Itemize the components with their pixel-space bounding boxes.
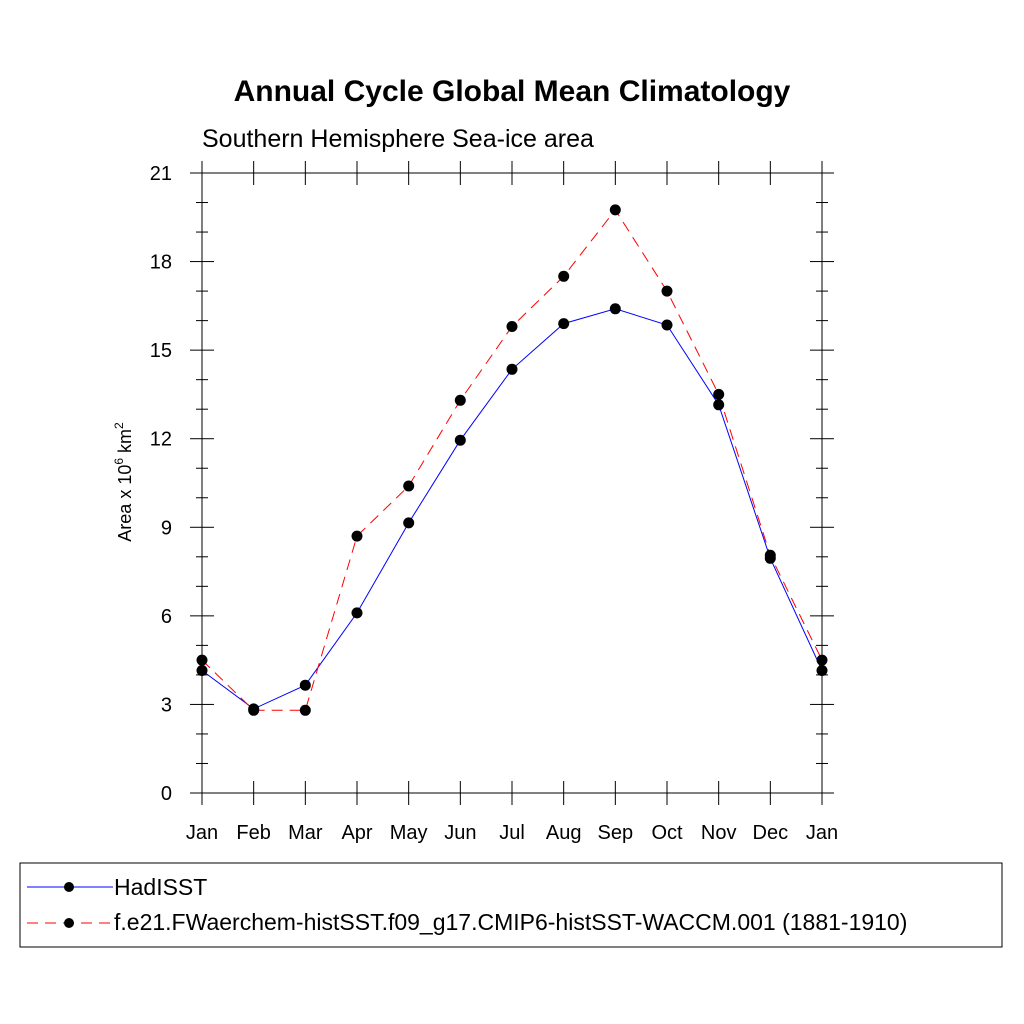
y-tick-label: 9 [161, 517, 172, 539]
x-tick-label: Jan [186, 822, 218, 844]
chart-title: Annual Cycle Global Mean Climatology [234, 75, 791, 108]
chart-subtitle: Southern Hemisphere Sea-ice area [202, 125, 594, 153]
x-tick-label: Jul [499, 822, 525, 844]
data-point-1 [299, 704, 311, 716]
data-point-1 [403, 480, 415, 492]
data-point-1 [661, 285, 673, 297]
data-point-1 [764, 549, 776, 561]
data-point-1 [506, 321, 518, 332]
legend-label-hadisst: HadISST [114, 874, 207, 900]
data-point-1 [454, 394, 466, 406]
data-point-1 [609, 204, 621, 216]
x-tick-label: Sep [598, 822, 634, 844]
legend-marker-hadisst [64, 882, 74, 892]
x-tick-label: Oct [651, 822, 683, 844]
data-point-0 [661, 319, 673, 331]
data-point-0 [299, 679, 311, 691]
axis-ticks [190, 161, 834, 805]
series-line-1 [201, 209, 823, 711]
data-point-0 [454, 434, 466, 446]
data-point-0 [609, 303, 621, 315]
y-tick-label: 21 [150, 163, 172, 185]
data-point-0 [506, 363, 518, 375]
data-point-1 [248, 704, 260, 716]
x-tick-label: Jun [444, 822, 476, 844]
y-axis-label-base: Area x 10 [115, 465, 135, 542]
legend-marker-model [64, 918, 74, 928]
y-axis-label: Area x 106 km2 [112, 422, 135, 542]
y-tick-label: 0 [161, 783, 172, 805]
data-point-1 [558, 270, 570, 282]
legend-label-model: f.e21.FWaerchem-histSST.f09_g17.CMIP6-hi… [114, 909, 907, 935]
data-point-0 [403, 517, 415, 529]
y-tick-label: 3 [161, 694, 172, 716]
data-point-0 [351, 607, 363, 619]
x-tick-label: May [390, 822, 428, 844]
data-point-1 [351, 530, 363, 542]
plot-frame [201, 172, 823, 794]
x-tick-label: Jan [806, 822, 838, 844]
legend: HadISST f.e21.FWaerchem-histSST.f09_g17.… [19, 862, 1003, 948]
data-point-0 [558, 318, 570, 330]
y-tick-label: 12 [150, 429, 172, 451]
x-tick-label: Feb [236, 822, 270, 844]
data-point-1 [713, 388, 725, 400]
plot-series [196, 204, 828, 716]
x-tick-label: Aug [546, 822, 582, 844]
x-tick-label: Mar [288, 822, 323, 844]
y-tick-label: 6 [161, 606, 172, 628]
y-axis-label-unit-exponent: 2 [112, 422, 126, 429]
y-axis-label-exponent: 6 [112, 458, 126, 465]
tick-labels: Jan Feb Mar Apr May Jun Jul Aug Sep Oct Nov Dec Jan 0… [150, 163, 838, 844]
data-point-0 [713, 399, 725, 411]
y-tick-label: 18 [150, 252, 172, 274]
y-axis-label-unit: km [115, 429, 135, 458]
legend-box [19, 862, 1003, 948]
x-tick-label: Dec [753, 822, 789, 844]
x-tick-label: Apr [341, 822, 372, 844]
x-tick-label: Nov [701, 822, 737, 844]
y-tick-label: 15 [150, 340, 172, 362]
